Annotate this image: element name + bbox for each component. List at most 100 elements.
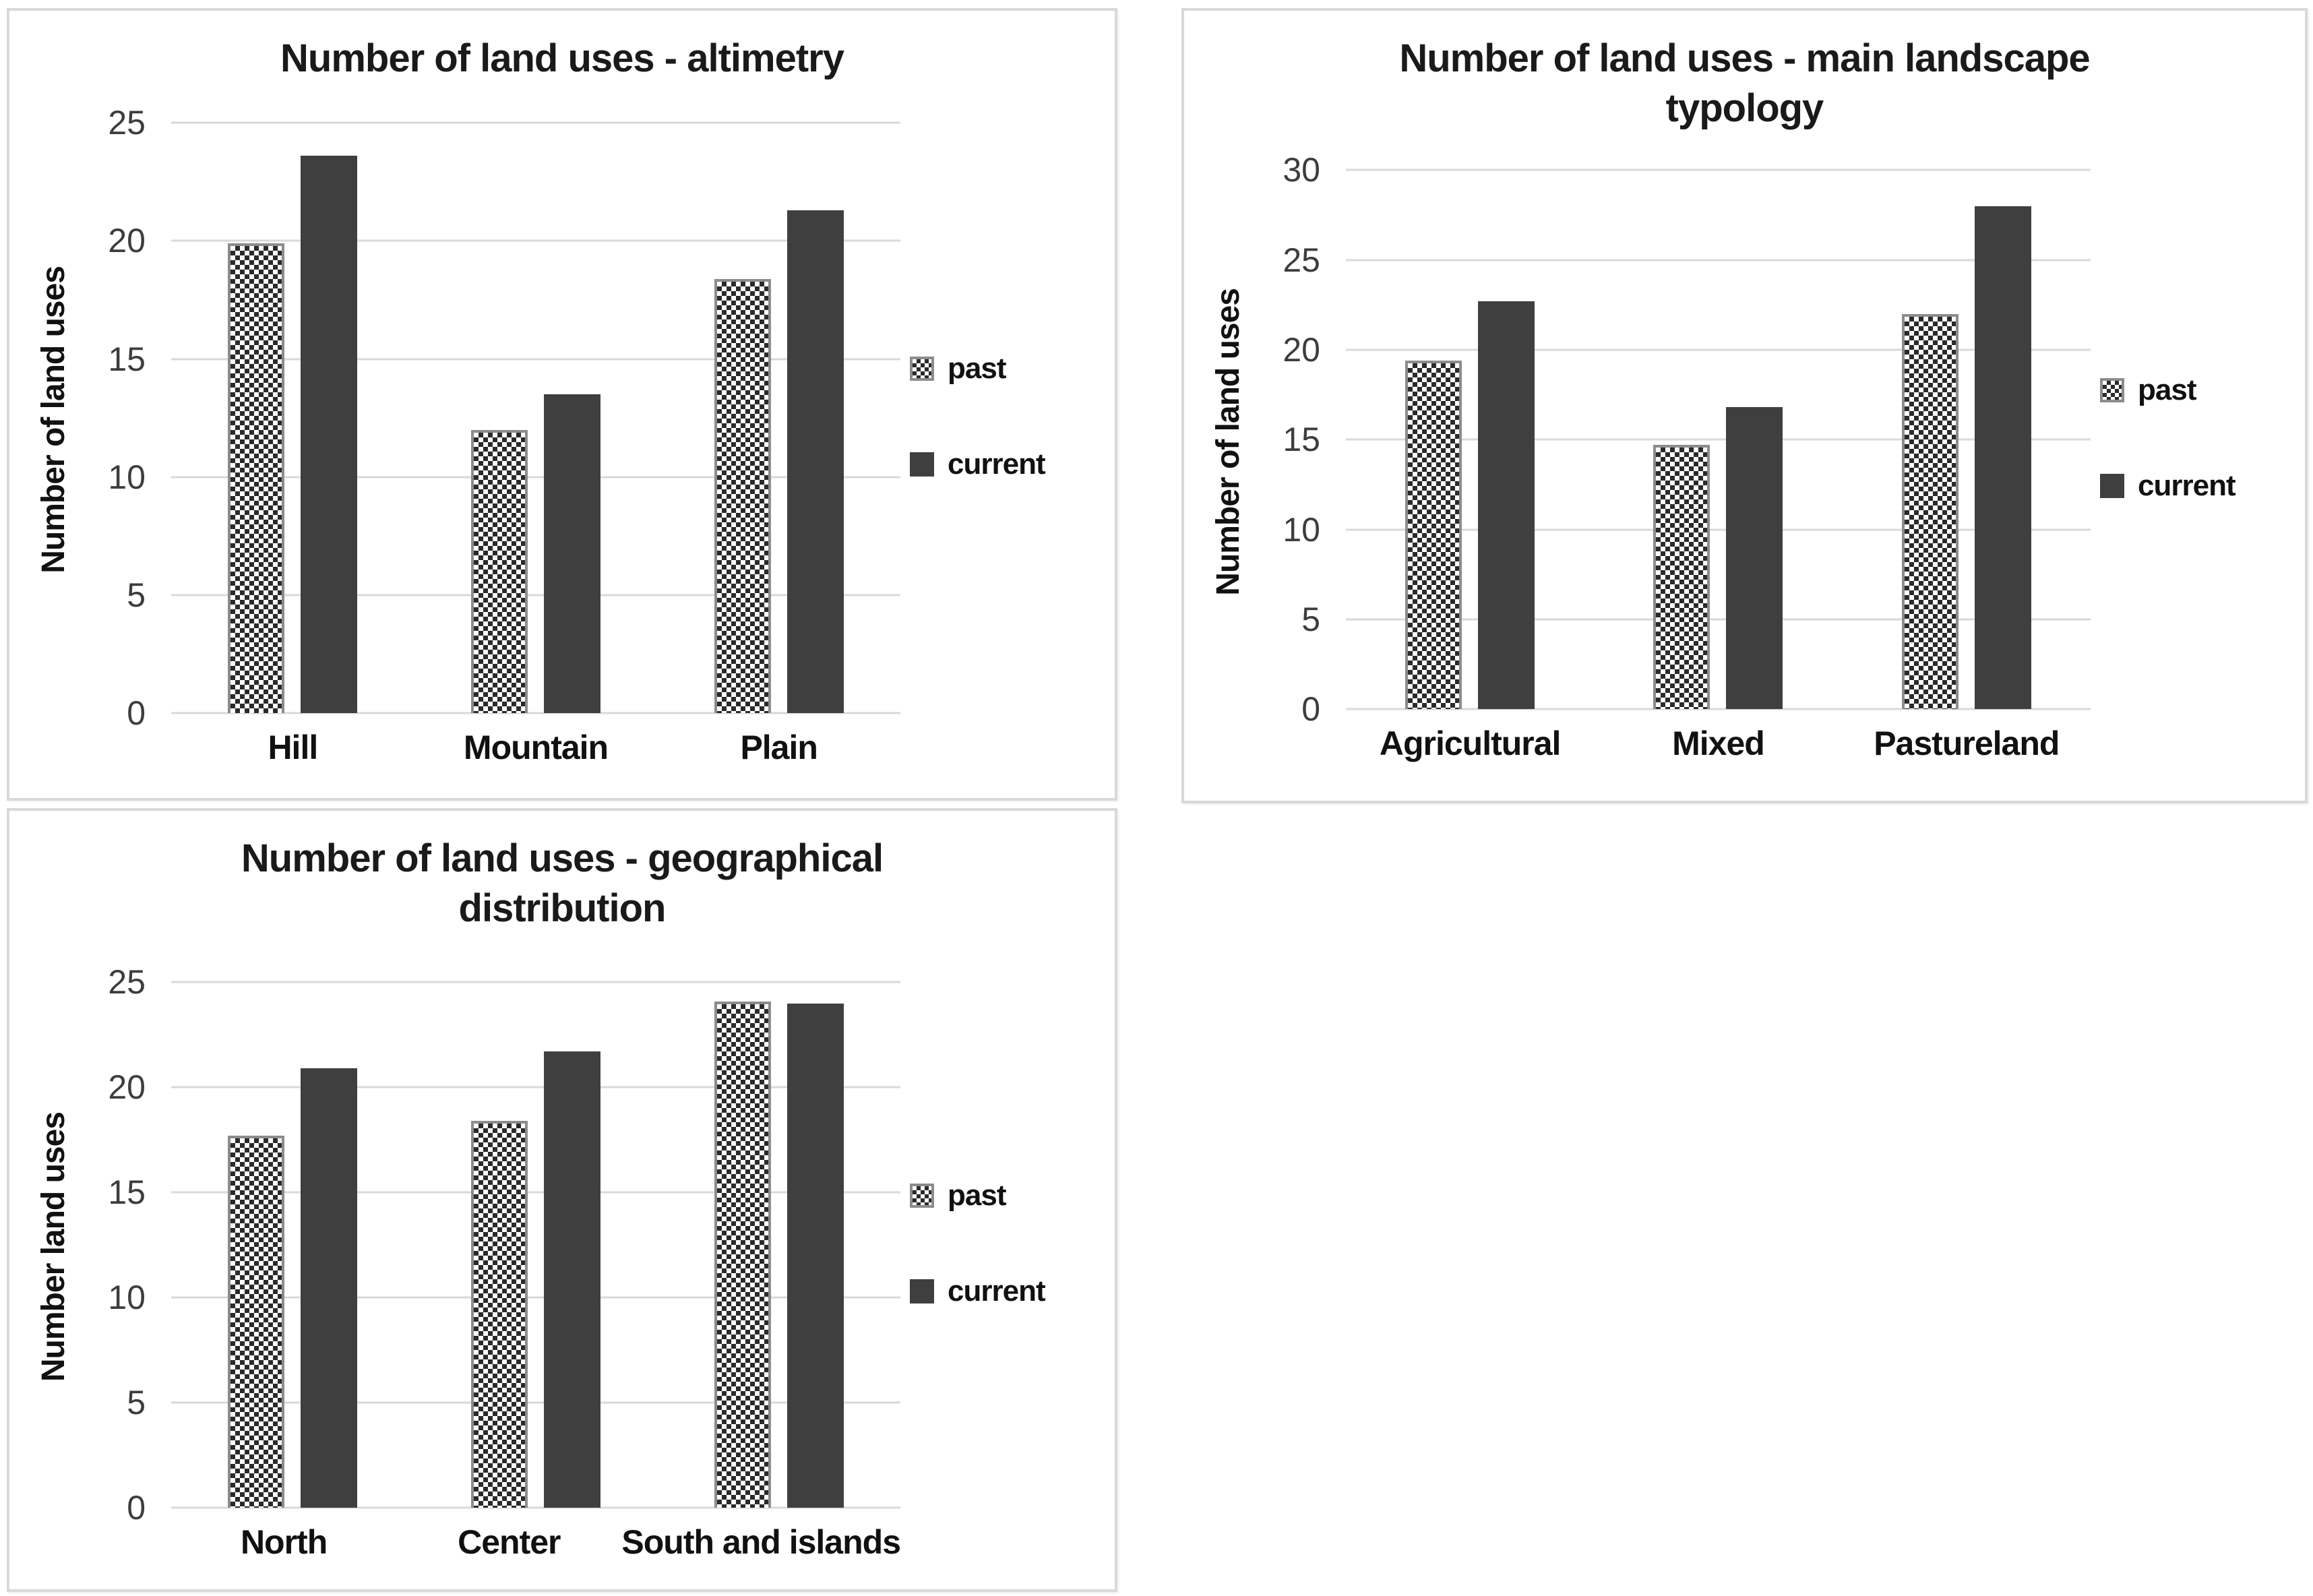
y-tick-label: 15 bbox=[1283, 421, 1320, 459]
past-bar bbox=[714, 1001, 771, 1508]
gridline bbox=[1346, 528, 2091, 531]
gridline bbox=[171, 1086, 900, 1088]
x-category-label: Pastureland bbox=[1874, 725, 2060, 763]
y-tick-label: 10 bbox=[1283, 510, 1320, 549]
plot-area: 0 5 10 15 20 25 bbox=[108, 106, 900, 730]
y-tick-label: 25 bbox=[108, 104, 146, 142]
x-category-label: Mixed bbox=[1672, 725, 1765, 763]
bars-row bbox=[171, 982, 900, 1508]
current-bar bbox=[544, 394, 600, 714]
gridline bbox=[171, 358, 900, 361]
past-bar bbox=[228, 243, 285, 714]
past-bar bbox=[1405, 361, 1462, 710]
legend-item: past bbox=[910, 1179, 1097, 1213]
chart-title: Number of land uses - main landscape typ… bbox=[1399, 36, 2090, 131]
gridline bbox=[171, 712, 900, 714]
legend-label: current bbox=[2138, 469, 2236, 503]
legend-item: current bbox=[910, 448, 1097, 481]
x-axis-labels: North Center South and islands bbox=[171, 1523, 901, 1593]
current-bar bbox=[301, 156, 358, 714]
x-category-label: North bbox=[240, 1523, 328, 1562]
plot-column: 0 5 10 15 20 25 Hill Mountain Plain bbox=[108, 106, 900, 798]
chart-body: Number of land uses 0 5 10 15 20 25 Hill Mount… bbox=[9, 106, 1115, 798]
y-axis-label: Number of land uses bbox=[35, 266, 71, 574]
y-axis-label-wrap: Number of land uses bbox=[24, 123, 82, 798]
bar-group bbox=[414, 982, 658, 1508]
chart-body: Number land uses 0 5 10 15 20 25 North Center S… bbox=[9, 965, 1115, 1593]
chart-body: Number of land uses 0 5 10 15 20 25 30 Agricul… bbox=[1184, 153, 2305, 794]
chart-panel-altimetry: Number of land uses - altimetry Number o… bbox=[7, 8, 1117, 801]
y-tick-label: 5 bbox=[127, 576, 146, 615]
gridline bbox=[171, 981, 900, 983]
legend-item: past bbox=[2100, 373, 2287, 407]
gridline bbox=[171, 1401, 900, 1404]
past-swatch-icon bbox=[2100, 378, 2124, 403]
current-bar bbox=[787, 210, 844, 714]
plot-area: 0 5 10 15 20 25 bbox=[108, 965, 900, 1525]
x-category-label: South and islands bbox=[621, 1523, 901, 1562]
gridline bbox=[171, 1296, 900, 1299]
bar-group bbox=[657, 123, 900, 714]
legend-label: current bbox=[948, 1275, 1046, 1308]
current-bar bbox=[301, 1068, 358, 1508]
past-bar bbox=[1653, 445, 1710, 710]
y-tick-label: 5 bbox=[1301, 601, 1320, 639]
y-axis-label: Number of land uses bbox=[1210, 288, 1246, 596]
gridline bbox=[171, 1191, 900, 1194]
past-bar bbox=[471, 429, 528, 714]
x-axis-labels: Hill Mountain Plain bbox=[171, 728, 900, 798]
plot-column: 0 5 10 15 20 25 North Center South and islands bbox=[108, 965, 901, 1593]
past-bar bbox=[714, 278, 771, 714]
legend-item: current bbox=[910, 1275, 1097, 1308]
chart-panel-landscape-typology: Number of land uses - main landscape typ… bbox=[1181, 8, 2308, 803]
current-bar bbox=[1726, 407, 1783, 710]
past-swatch-icon bbox=[910, 357, 934, 381]
x-category-label: Mountain bbox=[463, 729, 609, 767]
bar-group bbox=[657, 982, 900, 1508]
gridline bbox=[171, 121, 900, 124]
y-tick-label: 25 bbox=[108, 963, 146, 1002]
past-swatch-icon bbox=[910, 1184, 934, 1208]
gridline bbox=[1346, 168, 2091, 171]
current-swatch-icon bbox=[910, 1279, 934, 1304]
y-tick-label: 0 bbox=[1301, 690, 1320, 729]
gridline bbox=[1346, 618, 2091, 621]
chart-title: Number of land uses - geographical distr… bbox=[241, 836, 884, 931]
y-tick-label: 10 bbox=[108, 1279, 146, 1317]
gridline bbox=[1346, 708, 2091, 710]
bar-group bbox=[171, 982, 414, 1508]
y-tick-label: 0 bbox=[127, 1489, 146, 1527]
y-tick-label: 20 bbox=[1283, 331, 1320, 369]
legend-label: past bbox=[2138, 373, 2196, 407]
legend-label: past bbox=[948, 352, 1006, 386]
legend: past current bbox=[2091, 170, 2287, 794]
legend: past current bbox=[900, 982, 1097, 1593]
y-tick-label: 10 bbox=[108, 458, 146, 496]
current-bar bbox=[544, 1051, 600, 1508]
current-bar bbox=[1974, 206, 2031, 710]
legend-item: past bbox=[910, 352, 1097, 386]
chart-title: Number of land uses - altimetry bbox=[280, 36, 844, 80]
x-category-label: Hill bbox=[268, 729, 318, 767]
gridline bbox=[171, 594, 900, 596]
legend-label: past bbox=[948, 1179, 1006, 1213]
y-tick-label: 15 bbox=[108, 1173, 146, 1212]
y-tick-label: 15 bbox=[108, 340, 146, 378]
legend-label: current bbox=[948, 448, 1046, 481]
plot-column: 0 5 10 15 20 25 30 Agricultural Mixed Pasturelan… bbox=[1283, 153, 2091, 794]
x-axis-labels: Agricultural Mixed Pastureland bbox=[1346, 724, 2091, 794]
legend: past current bbox=[900, 123, 1097, 798]
x-category-label: Center bbox=[458, 1523, 561, 1562]
y-tick-label: 5 bbox=[127, 1384, 146, 1422]
y-axis-label-wrap: Number of land uses bbox=[1199, 170, 1257, 794]
past-bar bbox=[1901, 313, 1959, 710]
gridline bbox=[1346, 438, 2091, 441]
past-bar bbox=[228, 1136, 285, 1508]
gridline bbox=[1346, 348, 2091, 351]
bar-group bbox=[1594, 170, 1842, 710]
chart-panel-geographical-distribution: Number of land uses - geographical distr… bbox=[7, 808, 1117, 1592]
gridline bbox=[171, 476, 900, 479]
bars-row bbox=[1346, 170, 2091, 710]
current-swatch-icon bbox=[2100, 474, 2124, 499]
